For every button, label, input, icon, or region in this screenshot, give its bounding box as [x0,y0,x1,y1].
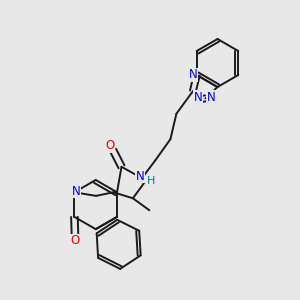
Text: N: N [135,170,144,183]
Text: N: N [71,184,80,198]
Text: O: O [70,234,80,248]
Text: N: N [189,68,197,82]
Text: O: O [106,139,115,152]
Text: H: H [147,176,155,186]
Text: N: N [194,91,202,104]
Text: N: N [206,91,215,104]
